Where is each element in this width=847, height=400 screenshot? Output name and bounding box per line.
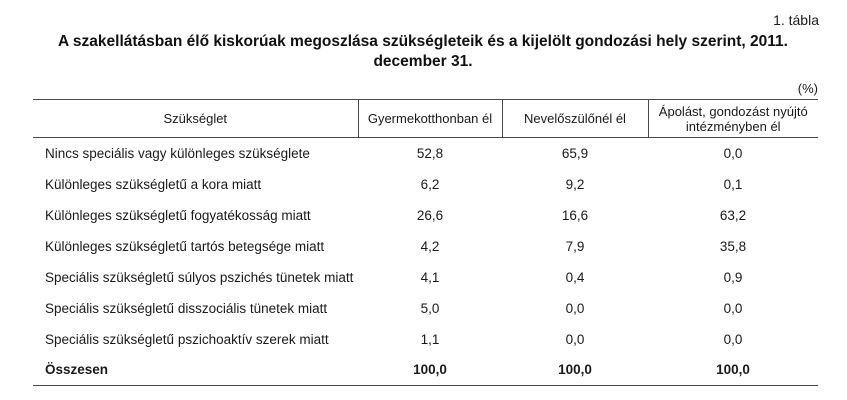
cell-value: 35,8	[719, 238, 747, 254]
unit-label: (%)	[797, 81, 818, 96]
cell-value: 0,0	[723, 300, 743, 316]
cell-value: 0,9	[723, 269, 743, 285]
cell-value: 16,6	[561, 207, 589, 223]
column-header-childrens-home: Gyermekotthonban él	[357, 99, 502, 138]
cell-value: 100,0	[358, 354, 502, 386]
cell-value: 6,2	[420, 176, 440, 192]
column-header-care-institution-label: Ápolást, gondozást nyújtó intézményben é…	[658, 103, 808, 134]
row-label: Különleges szükségletű a kora miatt	[45, 176, 262, 192]
cell-value: 100,0	[502, 354, 648, 386]
cell-value: 52,8	[416, 145, 444, 161]
cell-value: 7,9	[565, 238, 585, 254]
table-row-total: Összesen 100,0 100,0 100,0	[33, 354, 818, 386]
cell-value: 5,0	[420, 300, 440, 316]
page-title: A szakellátásban élő kiskorúak megoszlás…	[58, 33, 788, 70]
row-label: Speciális szükségletű súlyos pszichés tü…	[45, 269, 354, 285]
cell-value: 26,6	[416, 207, 444, 223]
row-label: Nincs speciális vagy különleges szükségl…	[45, 145, 310, 161]
cell-value: 0,0	[723, 145, 743, 161]
cell-value: 0,0	[565, 300, 585, 316]
cell-value: 4,2	[420, 238, 440, 254]
cell-value: 0,1	[723, 176, 743, 192]
row-label: Speciális szükségletű disszociális tünet…	[45, 300, 328, 316]
cell-value: 4,1	[420, 269, 440, 285]
cell-value: 0,4	[565, 269, 585, 285]
table-body: Nincs speciális vagy különleges szükségl…	[33, 138, 818, 386]
cell-value: 100,0	[648, 354, 818, 386]
table-number-label: 1. tábla	[773, 12, 819, 28]
table-row: Különleges szükségletű fogyatékosság mia…	[33, 200, 818, 231]
table-header: Szükséglet Gyermekotthonban él Nevelőszü…	[33, 99, 818, 138]
row-label-total: Összesen	[33, 354, 358, 386]
row-label: Speciális szükségletű pszichoaktív szere…	[45, 331, 329, 347]
table-row: Nincs speciális vagy különleges szükségl…	[33, 138, 818, 169]
cell-value: 1,1	[420, 331, 440, 347]
table-row: Különleges szükségletű a kora miatt 6,2 …	[33, 169, 818, 200]
table-row: Különleges szükségletű tartós betegsége …	[33, 231, 818, 262]
column-header-need: Szükséglet	[33, 99, 358, 138]
table-row: Speciális szükségletű disszociális tünet…	[33, 293, 818, 324]
column-header-care-institution: Ápolást, gondozást nyújtó intézményben é…	[647, 99, 818, 138]
table-row: Speciális szükségletű súlyos pszichés tü…	[33, 262, 818, 293]
cell-value: 0,0	[565, 331, 585, 347]
statistics-table: Szükséglet Gyermekotthonban él Nevelőszü…	[33, 99, 818, 386]
cell-value: 0,0	[723, 331, 743, 347]
cell-value: 9,2	[565, 176, 585, 192]
row-label: Különleges szükségletű tartós betegsége …	[45, 238, 325, 254]
table-header-row: Szükséglet Gyermekotthonban él Nevelőszü…	[33, 99, 818, 138]
cell-value: 63,2	[719, 207, 747, 223]
cell-value: 65,9	[561, 145, 589, 161]
column-header-foster-parent: Nevelőszülőnél él	[501, 99, 648, 138]
table-row: Speciális szükségletű pszichoaktív szere…	[33, 324, 818, 355]
row-label: Különleges szükségletű fogyatékosság mia…	[45, 207, 311, 223]
